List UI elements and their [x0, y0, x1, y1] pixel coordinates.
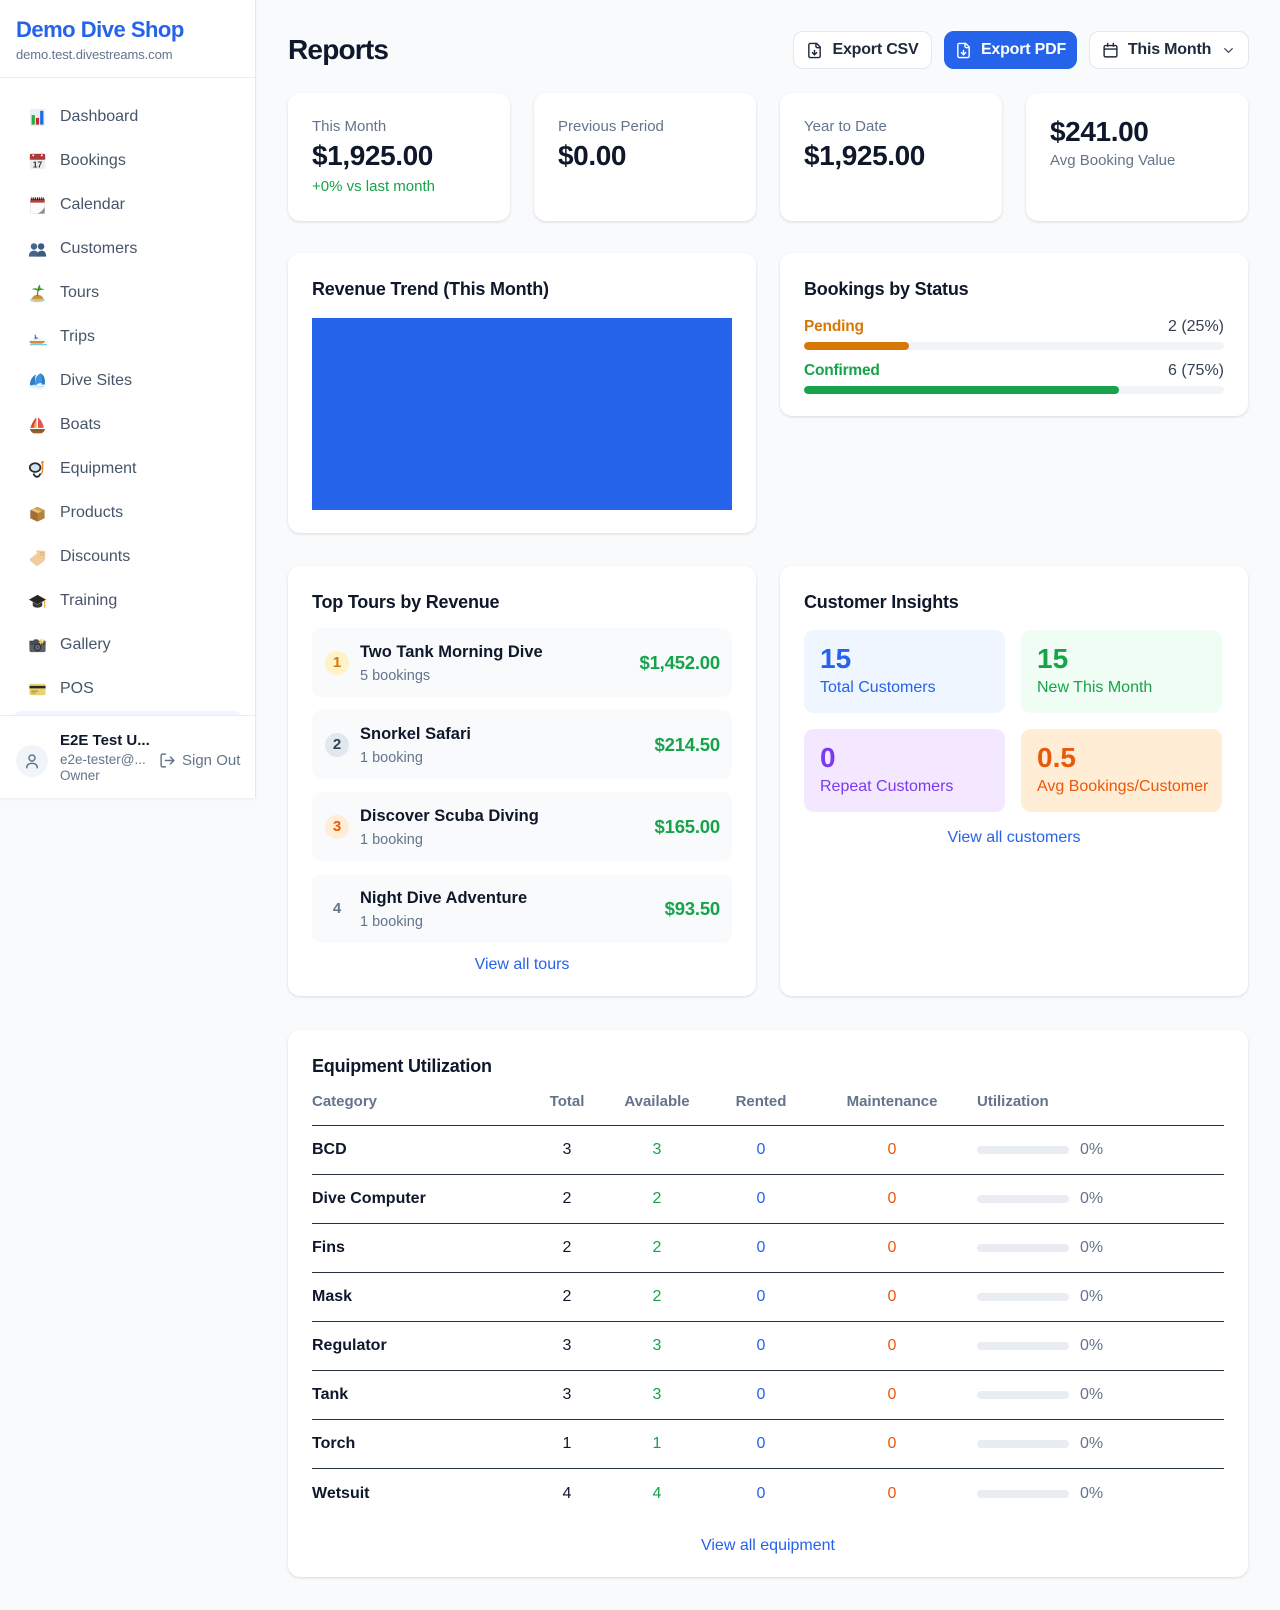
svg-text:17: 17 — [33, 159, 43, 169]
